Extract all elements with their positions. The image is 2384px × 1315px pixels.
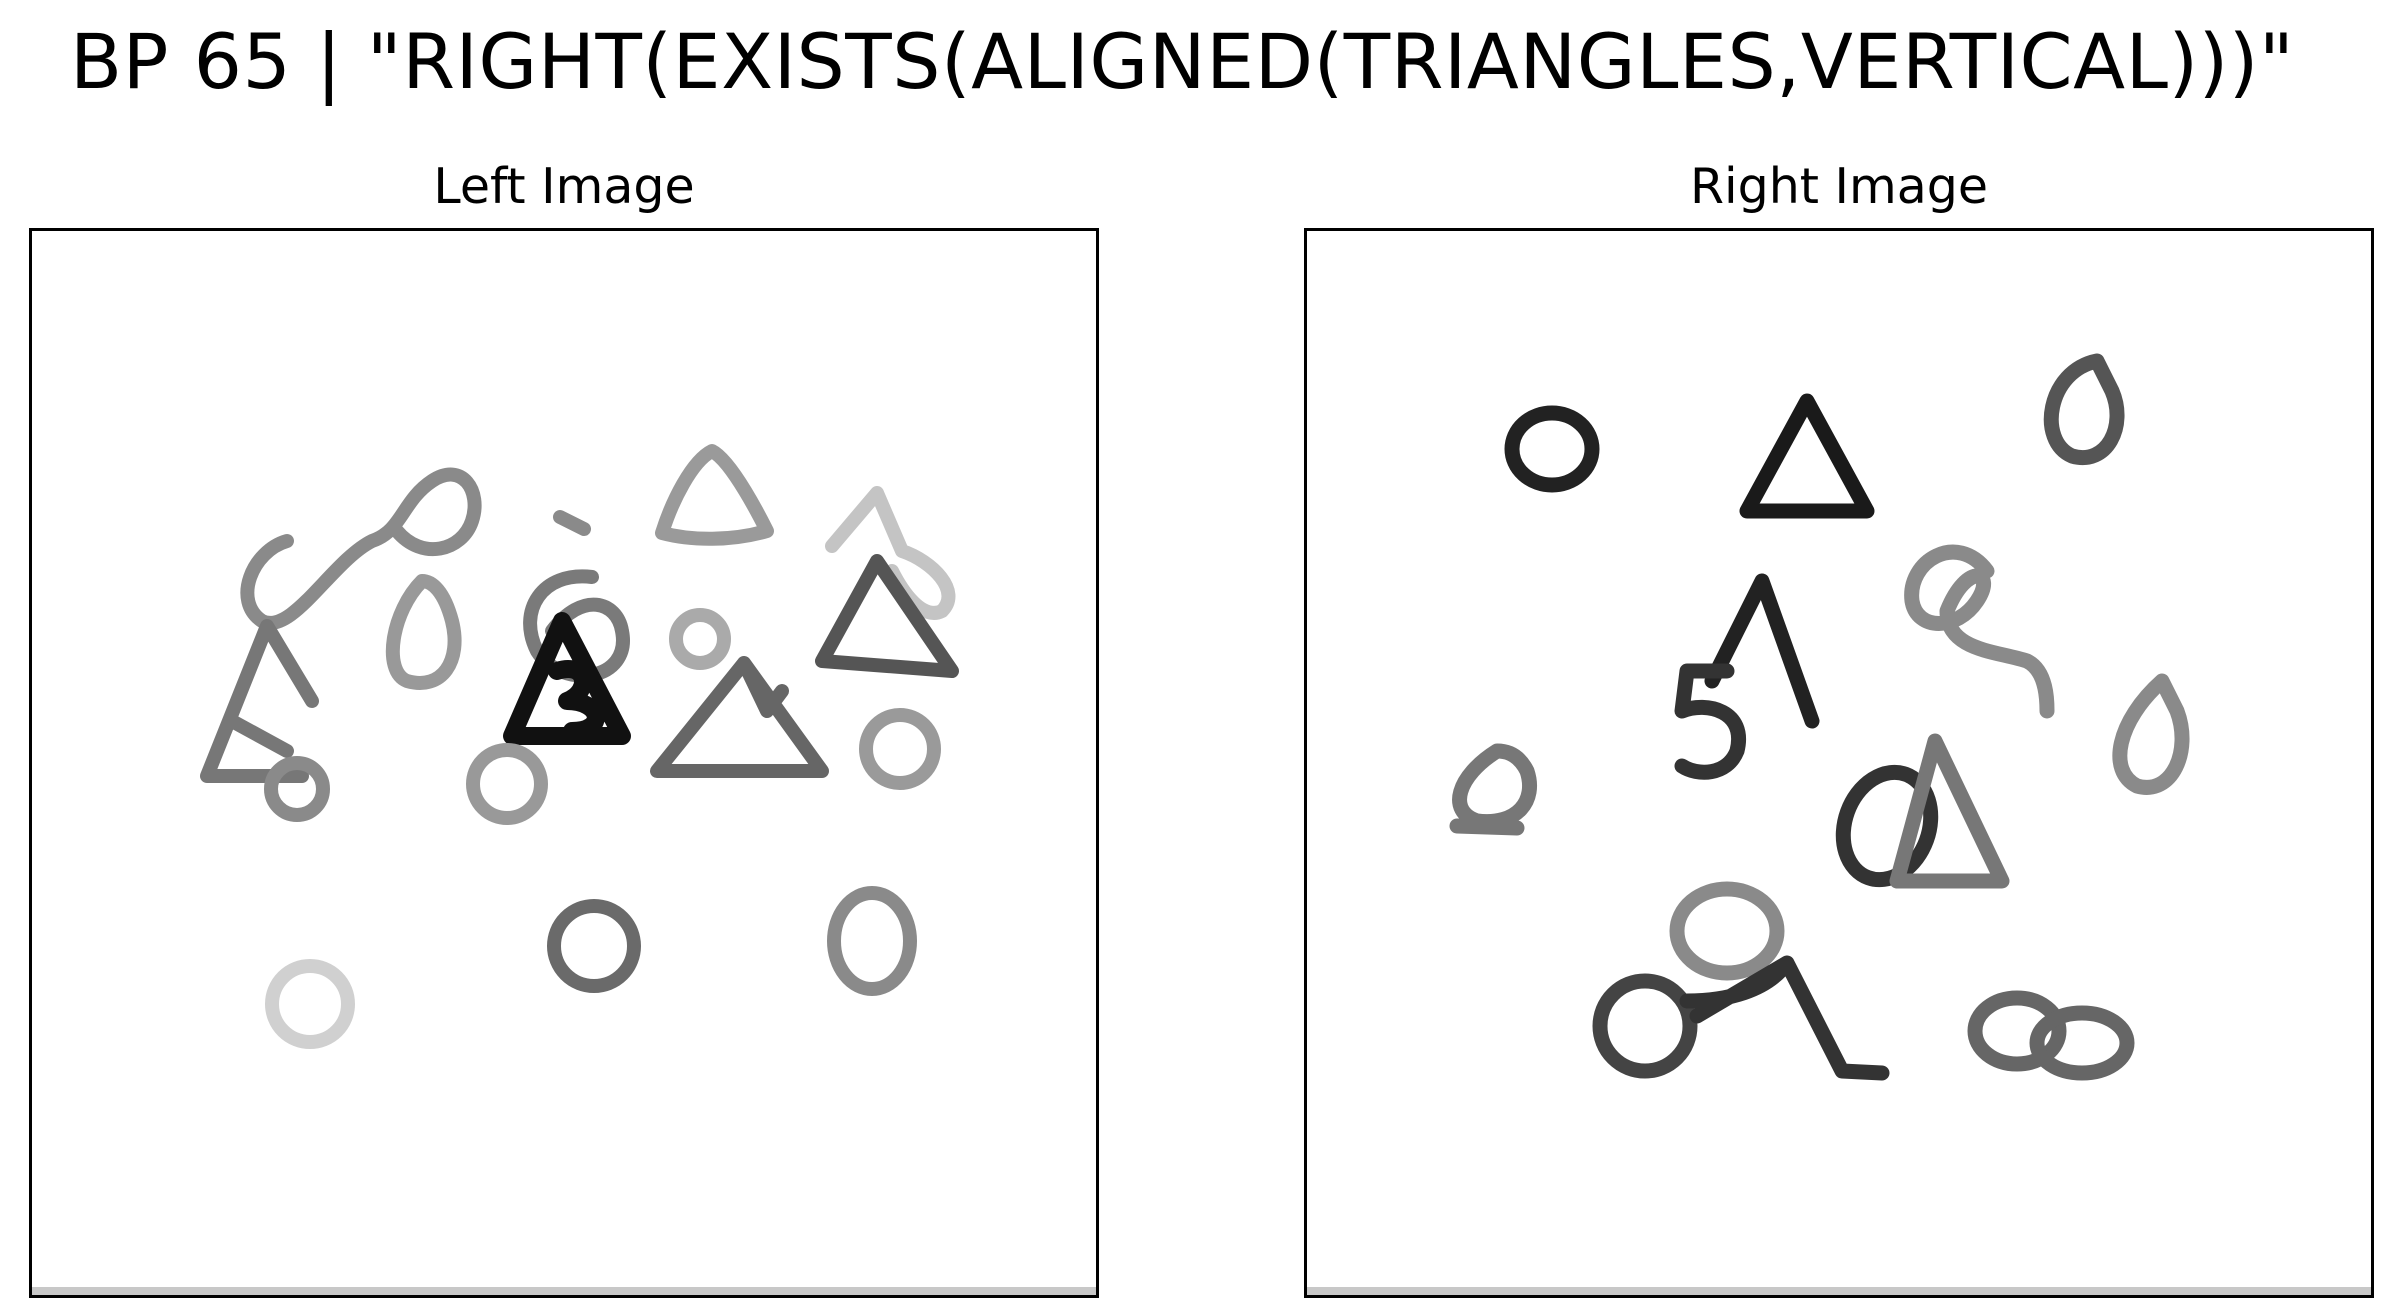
right-bottom-left-circle-shape — [1592, 973, 1698, 1079]
left-drop-shape — [385, 574, 462, 690]
right-top-left-oval-shape — [1504, 405, 1600, 493]
right-overlapping-triangle-shape — [1889, 733, 2010, 889]
right-right-drop-shape — [2112, 673, 2190, 795]
figure-title: BP 65 | "RIGHT(EXISTS(ALIGNED(TRIANGLES,… — [70, 17, 2295, 106]
left-center-triangle-shape — [650, 656, 829, 778]
right-top-triangle-shape — [1739, 393, 1875, 519]
right-bottom-upper-oval-shape — [1669, 881, 1785, 981]
left-panel-title: Left Image — [433, 158, 695, 215]
right-left-drop-shape — [1449, 743, 1538, 836]
right-dark-oval-shape — [1835, 764, 1939, 888]
right-eight-right-loop-shape — [2029, 1005, 2135, 1081]
left-center-circle-shape — [466, 743, 548, 825]
left-frame-bottom-band — [32, 1287, 1096, 1295]
right-bottom-triangle-shape — [1679, 955, 1890, 1081]
right-curly-squiggle-shape — [1904, 544, 2055, 719]
right-top-right-drop-shape — [2043, 353, 2125, 466]
right-five-shape — [1674, 663, 1747, 780]
left-bottom-circle-shape — [547, 899, 641, 993]
left-squiggle-loop-shape — [240, 467, 482, 630]
right-image-drawing — [1449, 353, 2190, 1081]
left-small-circle-lower-shape — [264, 756, 330, 822]
left-image-frame — [29, 228, 1099, 1298]
left-open-triangle-left-shape — [200, 619, 319, 783]
right-open-triangle-five-shape — [1704, 573, 1820, 729]
right-eight-left-loop-shape — [1967, 990, 2067, 1072]
right-frame-bottom-band — [1307, 1287, 2371, 1295]
left-small-circle-shape — [669, 608, 731, 670]
left-dark-triangle-shape — [503, 612, 631, 745]
left-right-circle-shape — [859, 708, 941, 790]
left-small-dash-shape — [553, 510, 591, 536]
left-bottom-oval-shape — [827, 886, 917, 996]
right-panel-title: Right Image — [1689, 158, 1989, 215]
left-faint-open-triangle-shape — [825, 486, 956, 620]
left-bottom-faint-circle-shape — [265, 959, 355, 1049]
left-rounded-triangle-top-shape — [655, 444, 774, 546]
left-image-drawing — [200, 444, 959, 1049]
right-image-frame — [1304, 228, 2374, 1298]
left-big-triangle-right-shape — [815, 554, 959, 678]
